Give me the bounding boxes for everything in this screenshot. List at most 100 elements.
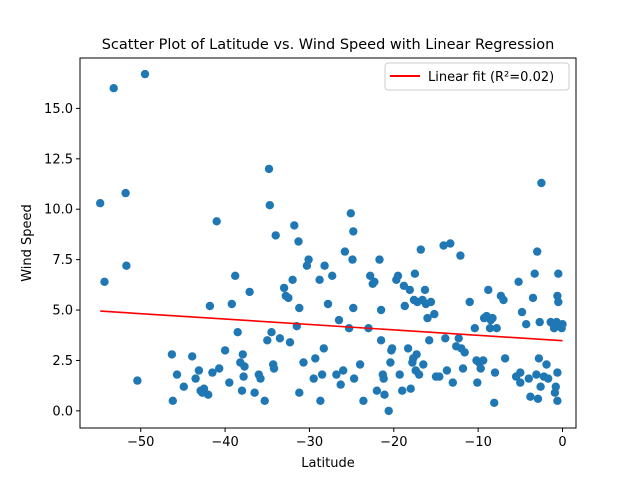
data-point: [317, 370, 327, 379]
data-point: [285, 338, 295, 347]
data-point: [215, 364, 224, 373]
data-point: [290, 221, 299, 230]
data-point: [425, 336, 434, 345]
data-point: [109, 84, 118, 93]
data-point: [334, 315, 344, 325]
data-point: [492, 324, 501, 333]
data-point: [265, 201, 274, 210]
data-point: [168, 396, 177, 405]
data-point: [225, 378, 234, 387]
data-point: [528, 293, 538, 303]
data-point: [263, 336, 272, 345]
data-point: [239, 372, 248, 381]
data-point: [456, 251, 465, 260]
data-point: [484, 285, 493, 295]
data-point: [423, 313, 432, 323]
data-point: [294, 237, 303, 246]
y-tick-label: 2.5: [52, 354, 73, 369]
legend-box: [384, 62, 570, 91]
data-point: [315, 275, 324, 284]
data-point: [406, 384, 415, 393]
data-point: [140, 69, 150, 79]
data-point: [220, 346, 230, 355]
data-point: [245, 287, 254, 297]
data-point: [204, 390, 213, 399]
data-point: [375, 255, 384, 264]
data-point: [535, 317, 544, 327]
data-point: [349, 303, 358, 313]
data-point: [430, 309, 439, 319]
x-tick-label: 0: [558, 435, 566, 450]
y-tick-label: 0.0: [52, 404, 73, 419]
y-tick-label: 10.0: [44, 203, 73, 218]
data-point: [386, 358, 395, 367]
data-point: [405, 285, 414, 295]
data-point: [448, 378, 457, 387]
y-tick-label: 12.5: [44, 152, 73, 167]
data-point: [332, 370, 341, 379]
data-point: [517, 307, 527, 317]
data-point: [304, 255, 313, 264]
data-point: [191, 374, 200, 383]
fit-line-group: [100, 310, 563, 342]
data-point: [398, 386, 407, 395]
data-point: [542, 360, 551, 369]
y-tick-label: 15.0: [44, 102, 73, 117]
data-point: [551, 382, 560, 391]
data-point: [208, 368, 217, 377]
data-point: [544, 374, 553, 383]
data-point: [319, 344, 328, 353]
data-point: [435, 372, 444, 381]
data-point: [553, 368, 562, 377]
data-point: [416, 245, 425, 254]
data-point: [446, 239, 455, 248]
data-point: [419, 360, 428, 369]
data-point: [320, 261, 329, 270]
plot-area: [79, 57, 577, 429]
data-point: [465, 297, 474, 307]
data-point: [522, 320, 531, 329]
data-point: [514, 277, 523, 286]
data-point: [533, 394, 543, 403]
data-point: [414, 370, 424, 379]
chart-title: Scatter Plot of Latitude vs. Wind Speed …: [102, 37, 555, 53]
data-point: [100, 277, 109, 286]
data-point: [460, 348, 469, 357]
data-point: [530, 269, 539, 278]
data-point: [536, 382, 545, 391]
y-tick-label: 7.5: [52, 253, 73, 268]
data-point: [524, 374, 533, 383]
data-point: [233, 328, 242, 337]
data-point: [516, 368, 525, 377]
x-tick-label: −20: [380, 435, 407, 450]
data-point: [336, 380, 345, 389]
data-point: [395, 370, 404, 379]
data-point: [227, 299, 236, 309]
data-point: [479, 356, 488, 365]
y-tick-label: 5.0: [52, 304, 73, 319]
data-point: [172, 370, 182, 379]
data-point: [323, 299, 333, 309]
data-point: [380, 390, 389, 399]
data-point: [384, 406, 393, 416]
data-point: [264, 164, 274, 174]
data-point: [366, 271, 375, 280]
data-point: [400, 301, 409, 311]
data-point: [339, 366, 348, 375]
data-point: [454, 334, 463, 343]
data-point: [370, 277, 379, 286]
data-point: [410, 269, 420, 278]
data-point: [476, 364, 485, 373]
data-point: [344, 324, 354, 333]
data-point: [355, 360, 365, 369]
data-point: [346, 209, 355, 218]
y-axis-label: Wind Speed: [20, 204, 35, 282]
x-tick-label: −10: [464, 435, 491, 450]
data-point: [288, 275, 297, 284]
data-point: [534, 354, 544, 363]
legend-label: Linear fit (R²=0.02): [428, 70, 554, 85]
data-point: [238, 350, 247, 359]
data-point: [348, 255, 357, 264]
x-axis-label: Latitude: [301, 456, 355, 471]
